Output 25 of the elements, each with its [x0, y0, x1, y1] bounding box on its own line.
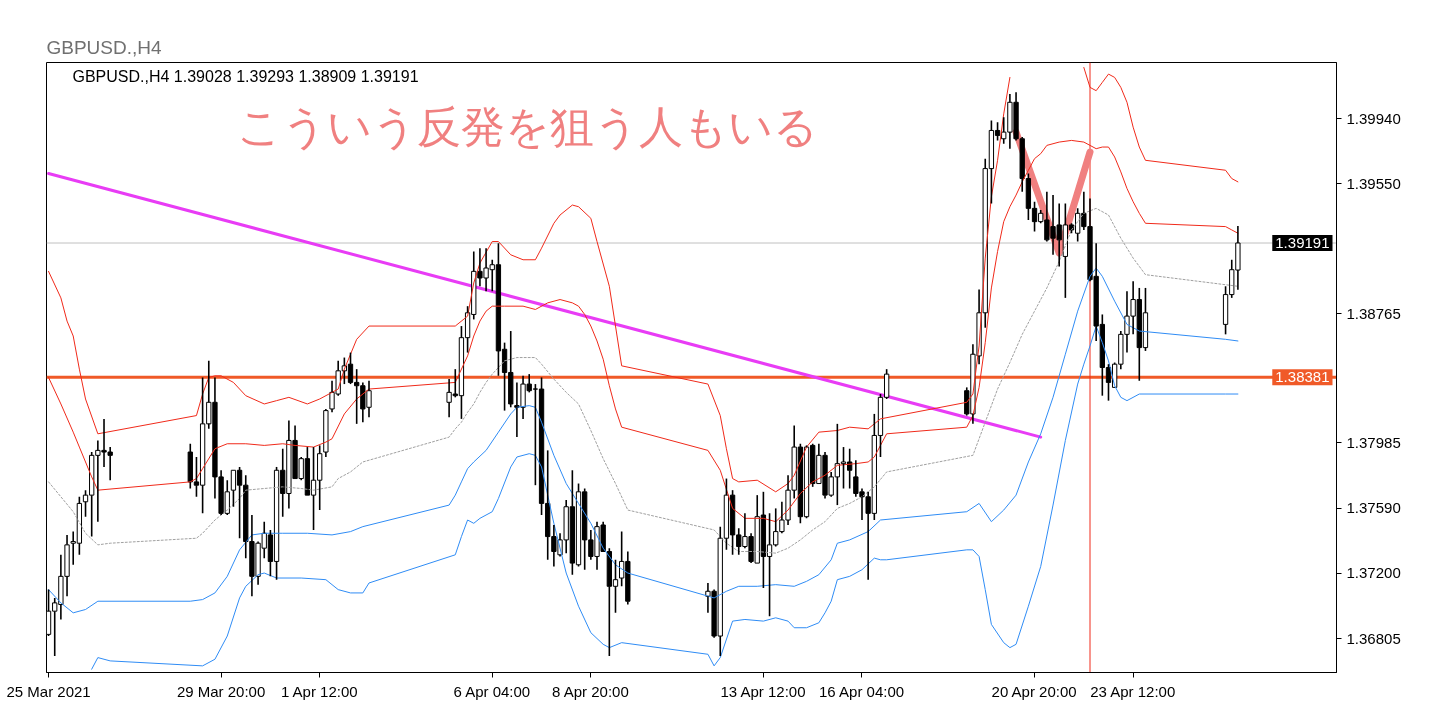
annotation: こういう反発を狙う人もいる	[236, 100, 818, 152]
y-tick-label: 1.37590	[1346, 499, 1401, 517]
x-tick-label: 29 Mar 20:00	[176, 682, 266, 700]
candlestick	[323, 408, 329, 458]
y-tick-label: 1.36805	[1346, 629, 1401, 647]
x-tick-label: 16 Apr 04:00	[819, 682, 905, 700]
y-tick-label: 1.38765	[1346, 304, 1401, 322]
line-series	[48, 267, 1239, 614]
x-tick-label: 6 Apr 04:00	[453, 682, 531, 700]
x-tick-label: 1 Apr 12:00	[280, 682, 358, 700]
line-series	[48, 207, 1239, 554]
y-tick-label: 1.37985	[1346, 433, 1401, 451]
ref-line-label: 1.39191	[1275, 234, 1330, 252]
x-tick-label: 20 Apr 20:00	[991, 682, 1077, 700]
y-tick-label: 1.37200	[1346, 564, 1401, 582]
chart-subtitle: GBPUSD.,H4 1.39028 1.39293 1.38909 1.39191	[72, 67, 419, 85]
ref-line-label: 1.38381	[1275, 368, 1330, 386]
y-tick-label: 1.39550	[1346, 174, 1401, 192]
x-tick-label: 25 Mar 2021	[6, 682, 91, 700]
x-tick-label: 8 Apr 20:00	[552, 682, 629, 700]
x-tick-label: 13 Apr 12:00	[720, 682, 806, 700]
x-tick-label: 23 Apr 12:00	[1090, 682, 1176, 700]
chart-title: GBPUSD.,H4	[46, 36, 163, 58]
line-series	[91, 325, 1239, 670]
y-tick-label: 1.39940	[1346, 109, 1401, 127]
